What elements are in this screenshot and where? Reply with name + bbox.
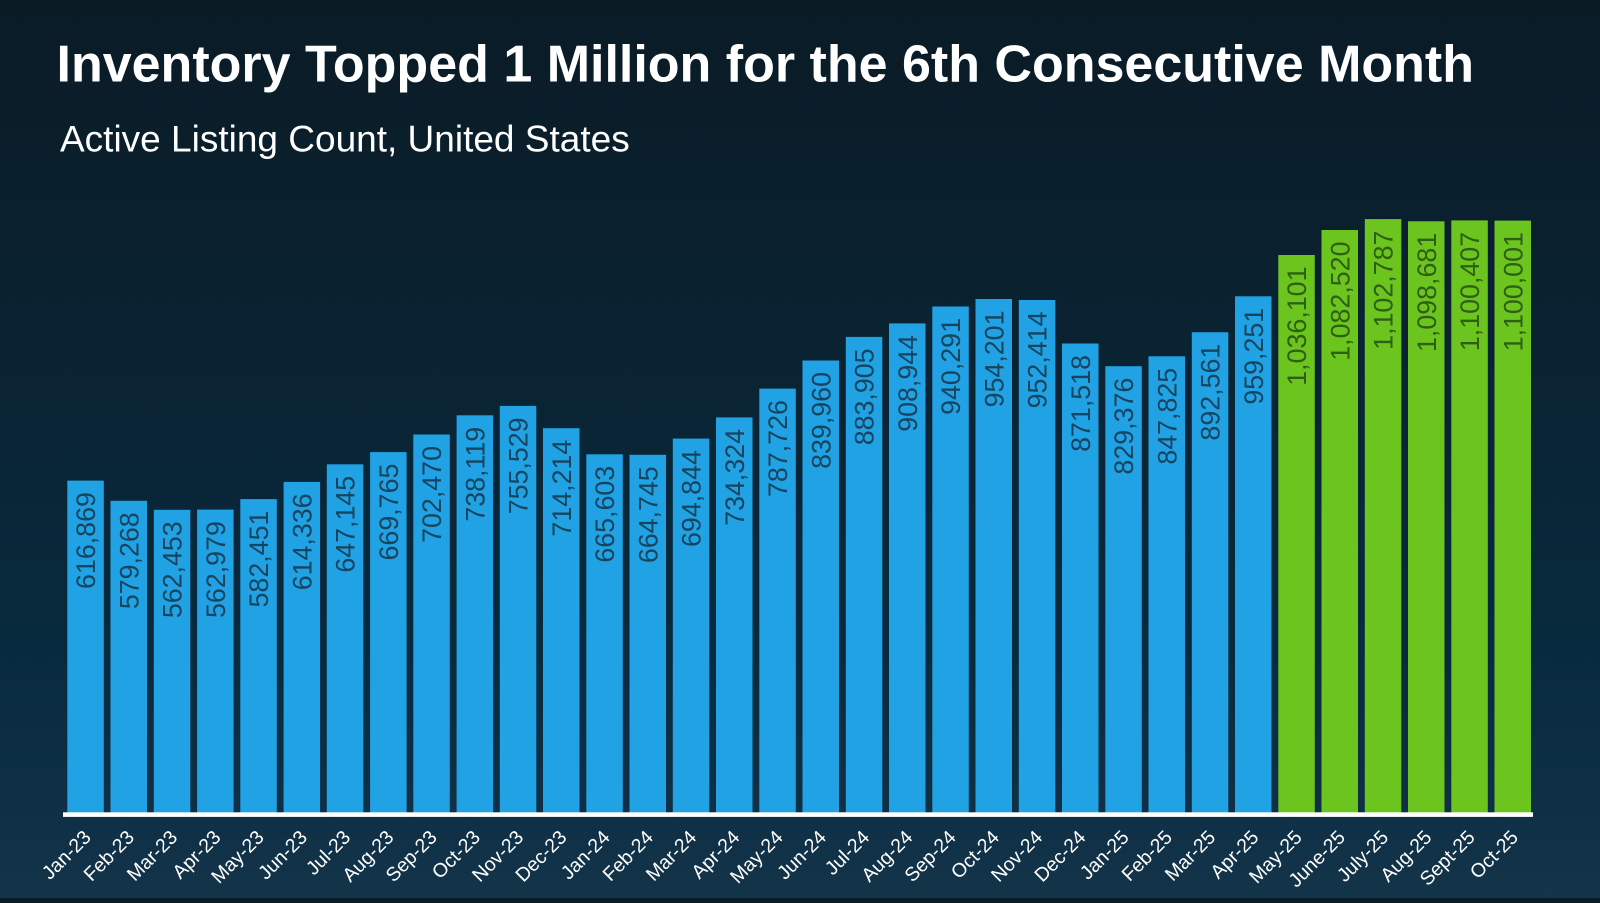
svg-text:614,336: 614,336	[287, 493, 317, 590]
svg-text:579,268: 579,268	[114, 512, 144, 609]
svg-text:Oct-25: Oct-25	[1466, 826, 1523, 883]
svg-text:1,100,407: 1,100,407	[1455, 232, 1485, 351]
svg-text:734,324: 734,324	[720, 429, 750, 526]
svg-text:616,869: 616,869	[71, 492, 101, 589]
svg-text:940,291: 940,291	[936, 318, 966, 415]
svg-text:787,726: 787,726	[763, 400, 793, 497]
svg-text:562,453: 562,453	[158, 521, 188, 618]
svg-text:954,201: 954,201	[979, 311, 1009, 408]
svg-text:702,470: 702,470	[417, 446, 447, 543]
svg-text:1,100,001: 1,100,001	[1498, 232, 1528, 351]
svg-text:647,145: 647,145	[331, 476, 361, 573]
svg-text:Inventory Topped 1 Million for: Inventory Topped 1 Million for the 6th C…	[57, 36, 1475, 94]
svg-text:1,102,787: 1,102,787	[1369, 231, 1399, 350]
svg-text:1,082,520: 1,082,520	[1325, 242, 1355, 361]
svg-text:908,944: 908,944	[893, 335, 923, 432]
svg-text:562,979: 562,979	[201, 521, 231, 618]
svg-text:Jun-23: Jun-23	[254, 826, 312, 884]
svg-text:959,251: 959,251	[1239, 308, 1269, 405]
svg-text:Active Listing Count, United S: Active Listing Count, United States	[60, 119, 630, 160]
svg-text:738,119: 738,119	[460, 427, 490, 522]
svg-text:669,765: 669,765	[374, 464, 404, 561]
svg-text:1,036,101: 1,036,101	[1282, 267, 1312, 386]
svg-text:847,825: 847,825	[1152, 368, 1182, 465]
svg-text:664,745: 664,745	[633, 466, 663, 563]
svg-text:665,603: 665,603	[590, 466, 620, 563]
svg-text:883,905: 883,905	[850, 348, 880, 445]
svg-text:892,561: 892,561	[1196, 344, 1226, 441]
svg-text:714,214: 714,214	[547, 440, 577, 537]
svg-text:Jun-24: Jun-24	[773, 826, 831, 884]
svg-text:829,376: 829,376	[1109, 378, 1139, 475]
svg-text:839,960: 839,960	[806, 372, 836, 469]
svg-text:694,844: 694,844	[677, 450, 707, 547]
svg-text:871,518: 871,518	[1066, 355, 1096, 452]
svg-text:755,529: 755,529	[504, 417, 534, 514]
svg-text:1,098,681: 1,098,681	[1412, 233, 1442, 352]
svg-text:582,451: 582,451	[244, 511, 274, 608]
svg-text:952,414: 952,414	[1023, 311, 1053, 408]
